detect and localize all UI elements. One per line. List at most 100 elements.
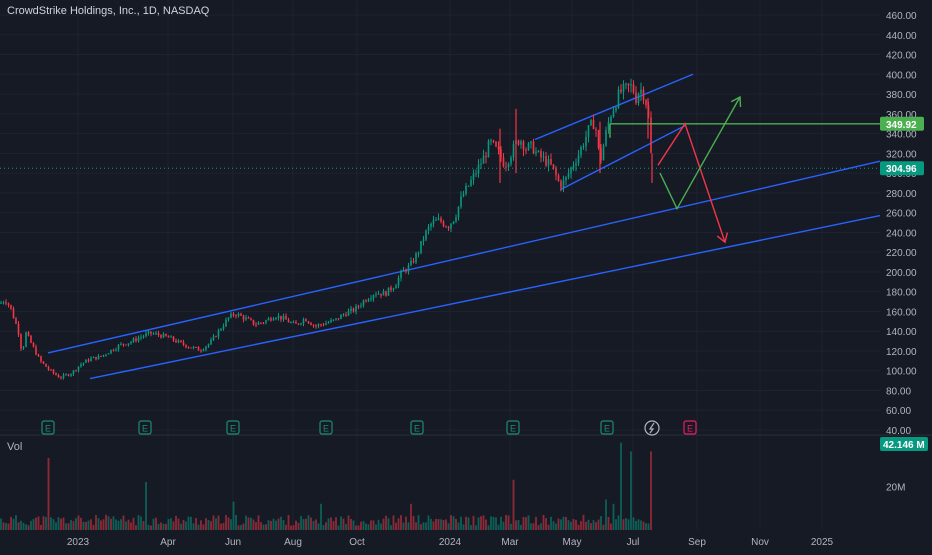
volume-bar [37, 516, 40, 530]
candle-body [577, 155, 580, 164]
candle-body [512, 143, 515, 158]
price-tick-label: 340.00 [886, 130, 917, 141]
volume-bar [177, 518, 180, 530]
volume-bar [477, 517, 480, 530]
time-tick-label: Sep [688, 537, 706, 548]
volume-bar [525, 517, 527, 530]
earnings-marker[interactable]: E [506, 420, 520, 435]
candle-body [505, 166, 507, 168]
volume-bar [420, 524, 422, 530]
trade-projection-annotations[interactable] [0, 95, 880, 244]
candle-body [520, 141, 522, 145]
candle-body [117, 344, 120, 350]
candle-body [450, 223, 452, 229]
price-tick-label: 440.00 [886, 31, 917, 42]
volume-bar [480, 516, 482, 530]
volume-bar [527, 515, 530, 530]
volume-bar [40, 524, 42, 530]
volume-bar [427, 515, 430, 530]
volume-bar [380, 523, 382, 530]
volume-bar [597, 519, 600, 530]
earnings-marker[interactable]: E [138, 420, 152, 435]
volume-bar [612, 503, 615, 530]
volume-bar [517, 519, 520, 530]
volume-bar [62, 517, 65, 530]
time-axis[interactable]: 2023 Apr Jun Aug Oct 2024 Mar May Jul Sep Nov 2025 [67, 537, 834, 548]
candle-body [220, 328, 222, 331]
volume-bar [607, 517, 610, 530]
volume-bar [67, 523, 70, 530]
rising-wedge-lower[interactable] [559, 125, 686, 191]
candle-body [480, 163, 482, 165]
volume-last-label: 42.146 M [883, 440, 925, 451]
candle-body [252, 319, 255, 325]
earnings-marker-label: E [142, 424, 148, 434]
candle-body [497, 146, 500, 150]
volume-bar [370, 520, 372, 530]
upcoming-earnings-marker[interactable]: E [683, 420, 697, 435]
volume-bar [622, 519, 625, 530]
volume-bar [487, 525, 490, 530]
candle-body [502, 157, 505, 167]
dividend-marker[interactable] [644, 420, 660, 436]
volume-bar [192, 523, 195, 530]
candle-body [245, 317, 247, 320]
bullish-path[interactable] [659, 96, 741, 211]
candle-body [455, 217, 457, 222]
candle-body [445, 226, 447, 228]
candle-body [247, 317, 250, 319]
volume-bar [195, 518, 197, 530]
earnings-badge [410, 420, 424, 435]
volume-bar [307, 515, 310, 530]
candle-body [82, 362, 85, 365]
main-channel-upper[interactable] [47, 160, 881, 354]
volume-bar [502, 521, 505, 530]
volume-bar [202, 524, 205, 530]
volume-bar [182, 519, 185, 530]
candle-body [617, 89, 620, 108]
candle-body [457, 206, 460, 218]
volume-bar [490, 516, 492, 530]
candle-body [340, 314, 342, 320]
volume-bar [140, 516, 142, 530]
bearish-path[interactable] [657, 122, 726, 243]
candle-body [230, 313, 232, 318]
earnings-marker[interactable]: E [600, 420, 614, 435]
candle-body [192, 347, 195, 349]
volume-bar [277, 518, 280, 530]
candle-body [387, 287, 390, 296]
main-channel-lower[interactable] [89, 214, 881, 380]
volume-bar [32, 519, 35, 530]
candle-body [572, 165, 575, 168]
volume-bar [115, 519, 117, 530]
candle-body [72, 370, 75, 375]
volume-bar [250, 517, 252, 530]
volume-bar [440, 519, 442, 530]
candle-body [2, 302, 5, 304]
volume-bar [642, 521, 645, 530]
candle-body [222, 326, 225, 329]
earnings-marker-label: E [323, 424, 329, 434]
volume-bar [95, 515, 97, 530]
earnings-marker[interactable]: E [41, 420, 55, 435]
earnings-marker[interactable]: E [226, 420, 240, 435]
candle-body [265, 320, 267, 323]
volume-bar [60, 518, 62, 530]
candle-body [197, 347, 200, 351]
candle-body [75, 370, 77, 372]
price-tick-label: 260.00 [886, 209, 917, 220]
volume-bar [445, 519, 447, 530]
volume-bar [587, 519, 590, 530]
volume-bar [172, 521, 175, 530]
price-axis[interactable]: 460.00 440.00 420.00 400.00 380.00 360.00 340.… [880, 11, 928, 493]
earnings-marker[interactable]: E [410, 420, 424, 435]
volume-bar [630, 451, 632, 530]
volume-bar [392, 515, 395, 530]
volume-bar [207, 519, 210, 530]
earnings-marker[interactable]: E [319, 420, 333, 435]
volume-bar [327, 518, 330, 530]
candle-body [67, 374, 70, 376]
volume-bar [352, 520, 355, 530]
